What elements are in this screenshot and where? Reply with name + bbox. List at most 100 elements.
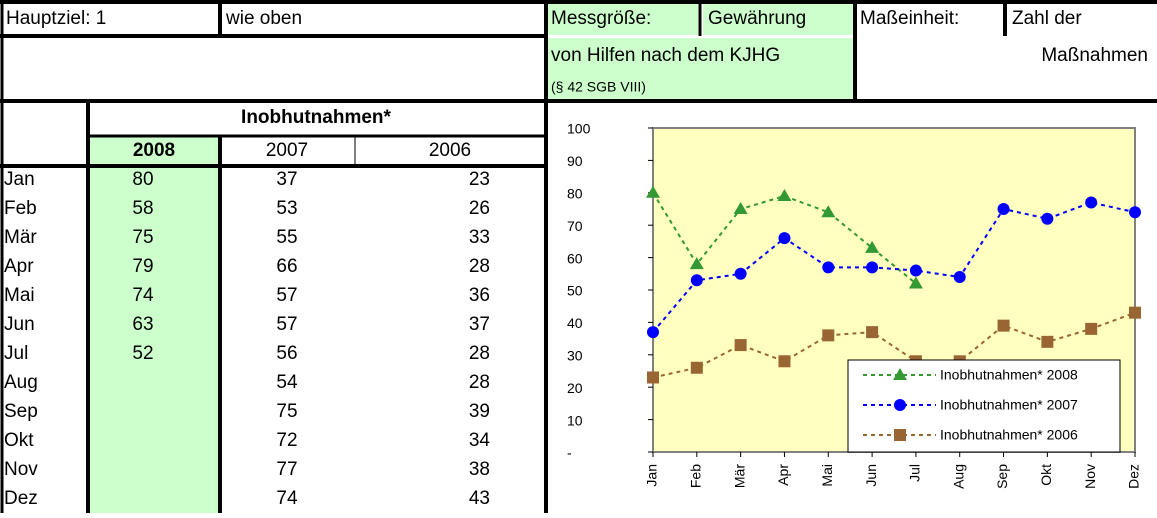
value-cell: 57 (276, 314, 297, 335)
value-cell: 52 (132, 343, 153, 364)
value-cell: 38 (469, 459, 490, 480)
cell-bg (703, 4, 853, 35)
month-cell: Aug (4, 372, 38, 393)
value-cell: 75 (132, 227, 153, 248)
cell-bg (548, 38, 853, 100)
x-tick-label: Jun (863, 464, 879, 487)
marker (893, 368, 907, 380)
value-cell: 36 (469, 285, 490, 306)
marker (734, 267, 747, 280)
month-cell: Mai (4, 285, 35, 306)
cell: Hauptziel: 1 (6, 8, 106, 29)
x-tick-label: Dez (1126, 464, 1142, 489)
value-cell: 77 (276, 459, 297, 480)
marker (733, 202, 748, 214)
month-cell: Feb (4, 198, 37, 219)
value-cell: 54 (276, 372, 298, 393)
x-tick-label: Mär (731, 464, 747, 488)
value-cell: 66 (276, 256, 297, 277)
marker (908, 276, 923, 289)
marker (690, 361, 703, 374)
marker (777, 189, 792, 202)
marker (647, 326, 659, 339)
month-cell: Nov (4, 459, 38, 480)
value-cell: 28 (469, 372, 490, 393)
cell: (§ 42 SGB VIII) (551, 79, 646, 95)
x-tick-label: Jul (907, 464, 923, 482)
legend-box (847, 359, 1121, 453)
cell: Maßeinheit: (860, 8, 959, 29)
marker (822, 261, 835, 274)
y-tick-label: 50 (567, 283, 583, 299)
marker (734, 339, 747, 352)
cell: wie oben (225, 8, 302, 29)
marker (1085, 196, 1098, 209)
marker (1041, 212, 1054, 225)
y-tick-label: 20 (567, 380, 583, 396)
marker (822, 329, 835, 342)
year-header: 2008 (133, 140, 175, 161)
value-cell: 37 (469, 314, 490, 335)
value-cell: 79 (132, 256, 153, 277)
marker (865, 240, 880, 253)
marker (821, 205, 836, 218)
month-cell: Apr (4, 256, 34, 277)
value-cell: 56 (276, 343, 297, 364)
value-cell: 28 (469, 343, 490, 364)
month-cell: Dez (4, 488, 38, 509)
marker (1129, 206, 1141, 219)
month-cell: Sep (4, 401, 38, 422)
marker (647, 371, 659, 384)
x-tick-label: Okt (1038, 464, 1054, 486)
value-cell: 57 (276, 285, 297, 306)
cell: Maßnahmen (1041, 45, 1148, 66)
value-cell: 63 (132, 314, 153, 335)
cell-bg (548, 4, 698, 35)
legend-label: Inobhutnahmen* 2007 (940, 397, 1078, 413)
cell: Gewährung (708, 8, 806, 29)
cell: von Hilfen nach dem KJHG (551, 45, 780, 66)
marker (866, 261, 879, 274)
x-tick-label: Sep (994, 464, 1010, 489)
marker (894, 429, 906, 441)
marker (690, 274, 703, 287)
legend-label: Inobhutnahmen* 2006 (940, 427, 1078, 443)
value-cell: 75 (276, 401, 297, 422)
legend-label: Inobhutnahmen* 2008 (940, 367, 1078, 383)
value-cell: 37 (276, 169, 297, 190)
y-tick-label: 30 (567, 348, 583, 364)
value-cell: 74 (276, 488, 298, 509)
marker (997, 319, 1010, 332)
month-cell: Jan (4, 169, 35, 190)
value-cell: 53 (276, 198, 297, 219)
marker (1085, 322, 1098, 335)
value-cell: 72 (276, 430, 297, 451)
value-cell: 26 (469, 198, 490, 219)
series-line (652, 311, 1136, 379)
value-cell: 34 (469, 430, 491, 451)
marker (997, 203, 1010, 215)
legend: Inobhutnahmen* 2008 Inobhutnahmen* 2007 In… (847, 359, 1121, 453)
year-header: 2006 (429, 140, 471, 161)
month-cell: Jul (4, 343, 28, 364)
value-cell: 33 (469, 227, 490, 248)
marker (778, 355, 791, 368)
series-line (652, 201, 1136, 333)
table-title: Inobhutnahmen* (241, 107, 391, 128)
x-tick-label: Nov (1082, 464, 1098, 489)
marker (909, 264, 922, 277)
value-cell: 58 (132, 198, 153, 219)
marker (1041, 335, 1054, 348)
marker (689, 257, 704, 270)
value-cell: 23 (469, 169, 490, 190)
x-tick-label: Mai (819, 464, 835, 487)
value-cell: 28 (469, 256, 490, 277)
month-cell: Mär (4, 227, 37, 248)
backgrounds (88, 4, 853, 513)
marker (646, 185, 660, 198)
value-cell: 80 (132, 169, 153, 190)
x-tick-label: Feb (688, 464, 704, 488)
cell: Zahl der (1012, 8, 1082, 29)
